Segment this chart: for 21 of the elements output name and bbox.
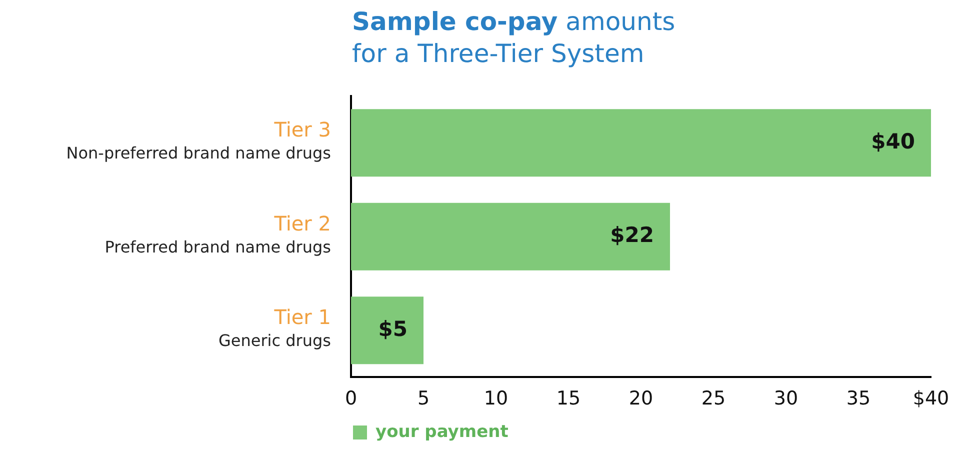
x-tick-label: 5 bbox=[417, 388, 430, 410]
y-tick-label: Tier 2 Preferred brand name drugs bbox=[104, 211, 331, 256]
y-tick-label: Tier 3 Non-preferred brand name drugs bbox=[66, 118, 331, 163]
x-tick-label: 0 bbox=[344, 388, 358, 410]
x-tick-label: 35 bbox=[846, 388, 871, 410]
bar bbox=[351, 109, 931, 177]
chart-subtitle: for a Three-Tier System bbox=[352, 38, 646, 70]
x-tick-label: 30 bbox=[774, 388, 798, 410]
data-label: $40 bbox=[871, 129, 915, 154]
bar bbox=[351, 202, 670, 270]
x-tick-label: 25 bbox=[701, 388, 726, 410]
legend-label: your payment bbox=[376, 422, 508, 442]
x-tick-label: $40 bbox=[912, 388, 950, 410]
y-tick-label: Tier 1 Generic drugs bbox=[218, 305, 331, 350]
x-tick-label: 20 bbox=[628, 388, 654, 410]
x-tick-label: 15 bbox=[556, 388, 581, 410]
chart-title: Sample co-pay amounts bbox=[352, 6, 676, 38]
data-label: $5 bbox=[378, 316, 408, 341]
x-tick-label: 10 bbox=[484, 388, 508, 410]
data-label: $22 bbox=[610, 223, 654, 248]
bar bbox=[351, 296, 424, 364]
